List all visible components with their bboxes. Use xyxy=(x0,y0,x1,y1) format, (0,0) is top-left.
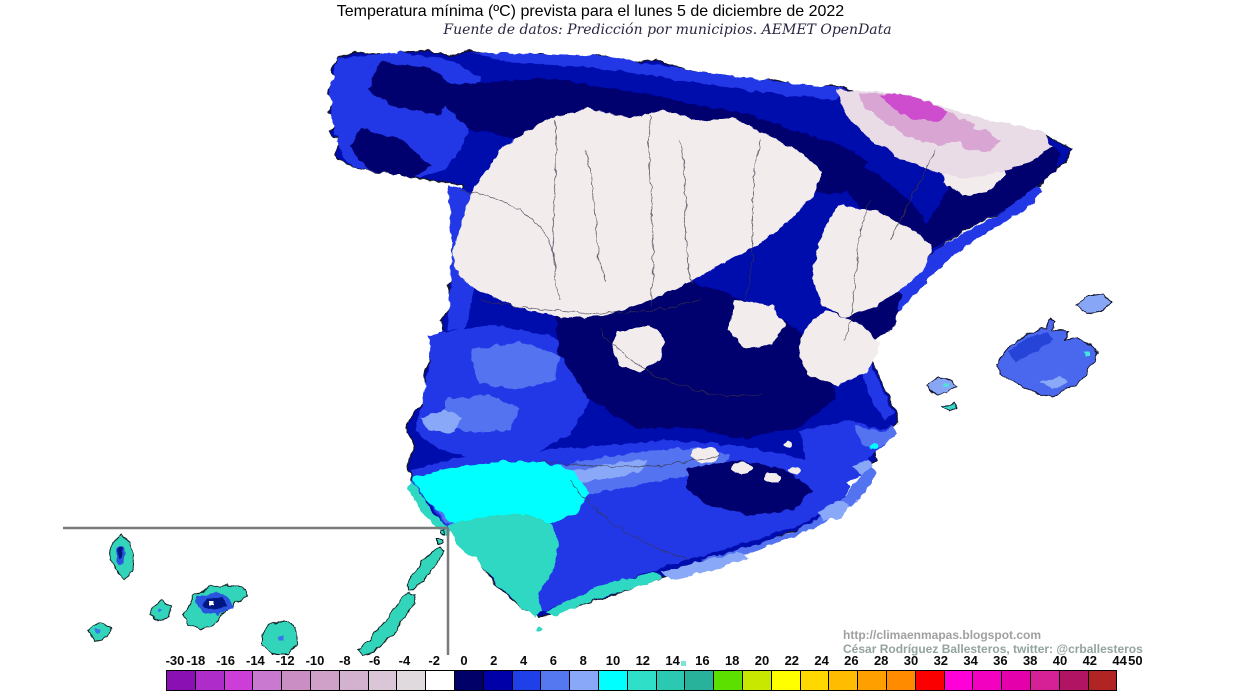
scale-cell xyxy=(482,670,513,691)
scale-cell xyxy=(885,670,916,691)
formentera xyxy=(942,402,959,412)
scale-label: 22 xyxy=(784,653,800,668)
scale-label: 40 xyxy=(1052,653,1068,668)
scale-cell xyxy=(252,670,283,691)
canary-islands xyxy=(87,530,446,657)
scale-label: 32 xyxy=(933,653,949,668)
scale-label: 16 xyxy=(695,653,710,668)
scale-cell xyxy=(511,670,542,691)
region-turquoise xyxy=(408,480,662,632)
scale-cell xyxy=(1029,670,1060,691)
region-cyan xyxy=(412,443,878,532)
scale-label: 12 xyxy=(635,653,651,668)
scale-cell xyxy=(194,670,225,691)
scale-label: 36 xyxy=(993,653,1008,668)
scale-label: -2 xyxy=(428,653,440,668)
scale-cell xyxy=(597,670,628,691)
scale-cell xyxy=(166,670,196,691)
ceuta-dot xyxy=(537,626,543,632)
scale-label: 2 xyxy=(490,653,498,668)
scale-cell xyxy=(626,670,657,691)
scale-cell xyxy=(453,670,484,691)
scale-label: 50 xyxy=(1128,653,1143,668)
lanzarote xyxy=(405,545,445,591)
scale-cell xyxy=(713,670,743,691)
scale-cell xyxy=(799,670,830,691)
scale-label: 4 xyxy=(519,653,528,668)
scale-cell xyxy=(972,670,1003,691)
scale-label: -18 xyxy=(186,653,206,668)
fuerteventura xyxy=(357,591,417,657)
scale-label: 26 xyxy=(844,653,859,668)
mallorca xyxy=(995,317,1099,397)
scale-cell xyxy=(367,670,398,691)
scale-label: 38 xyxy=(1022,653,1038,668)
scale-label: 20 xyxy=(754,653,770,668)
scale-cells xyxy=(166,670,1118,691)
scale-cell xyxy=(309,670,340,691)
scale-cell xyxy=(281,670,311,691)
scale-cell xyxy=(425,670,455,691)
credit-url: http://climaenmapas.blogspot.com xyxy=(843,628,1042,642)
map-artwork xyxy=(87,49,1111,657)
scale-cell xyxy=(857,670,887,691)
scale-label: 30 xyxy=(903,653,919,668)
scale-label: -16 xyxy=(216,653,235,668)
scale-label: 34 xyxy=(963,653,978,668)
scale-label: 10 xyxy=(605,653,621,668)
scale-cell xyxy=(770,670,801,691)
page-title: Temperatura mínima (ºC) prevista para el… xyxy=(336,3,845,20)
scale-label: -4 xyxy=(398,653,411,668)
scale-artifact-dot xyxy=(681,661,686,666)
scale-label: 8 xyxy=(579,653,587,668)
scale-cell xyxy=(655,670,686,691)
scale-label: -6 xyxy=(368,653,381,668)
scale-cell xyxy=(943,670,974,691)
scale-cell xyxy=(223,670,254,691)
scale-cell xyxy=(540,670,571,691)
scale-cell xyxy=(828,670,859,691)
credit-author: César Rodríguez Ballesteros, twitter: @c… xyxy=(843,642,1143,656)
scale-label: 44 xyxy=(1112,653,1127,668)
scale-label: 28 xyxy=(873,653,889,668)
scale-cell xyxy=(338,670,369,691)
scale-label: -14 xyxy=(245,653,265,668)
scale-cell xyxy=(396,670,427,691)
scale-cell xyxy=(741,670,772,691)
scale-label: 18 xyxy=(724,653,740,668)
menorca xyxy=(1075,293,1111,314)
balearic-islands xyxy=(926,293,1111,412)
scale-label: 24 xyxy=(814,653,829,668)
scale-cell xyxy=(914,670,945,691)
ibiza xyxy=(926,377,956,395)
canary-inset-frame xyxy=(63,526,450,655)
scale-cell xyxy=(684,670,715,691)
scale-label: -12 xyxy=(275,653,295,668)
province-borders xyxy=(459,114,936,561)
scale-label: 0 xyxy=(460,653,468,668)
scale-label: 42 xyxy=(1082,653,1098,668)
scale-cell xyxy=(1087,670,1118,691)
scale-label: -8 xyxy=(339,653,351,668)
scale-labels: -30 -18 -16 -14 -12 -10 -8 -6 -4 -2 0 2 4 6 8 10 12 14 16 1… xyxy=(166,653,1156,668)
scale-cell xyxy=(1001,670,1031,691)
scale-label: -30 xyxy=(165,653,185,668)
scale-label: 14 xyxy=(665,653,680,668)
scale-label: -10 xyxy=(305,653,325,668)
scale-label: 6 xyxy=(549,653,558,668)
scale-cell xyxy=(1058,670,1089,691)
scale-cell xyxy=(569,670,599,691)
page-subtitle: Fuente de datos: Predicción por municipi… xyxy=(443,22,892,38)
region-pyrenees-pink xyxy=(836,90,1052,178)
